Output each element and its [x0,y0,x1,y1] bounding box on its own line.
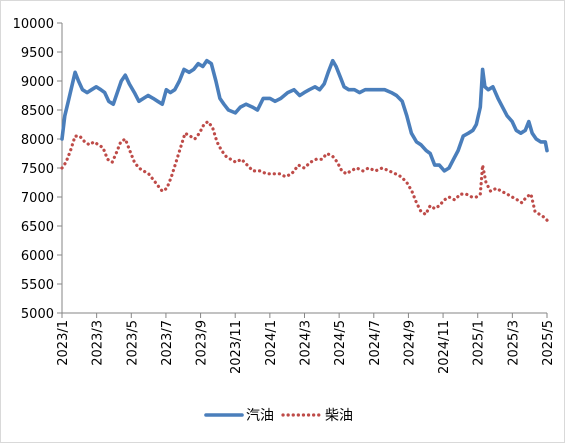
y-tick-label: 5000 [21,307,54,322]
y-tick-label: 7000 [21,191,54,206]
series-line [60,120,549,222]
x-tick-label: 2023/7 [160,320,175,366]
y-tick-label: 6500 [21,220,54,235]
series-gasoline [60,58,549,173]
y-tick-label: 8500 [21,104,54,119]
x-tick-label: 2023/9 [195,320,210,366]
y-tick-label: 5500 [21,278,54,293]
legend-label-diesel: 柴油 [325,408,353,424]
y-tick-label: 9500 [21,46,54,61]
y-tick-label: 9000 [21,75,54,90]
x-tick-label: 2024/9 [402,320,417,366]
series-layer [60,58,549,222]
y-tick-label: 6000 [21,249,54,264]
x-tick-label: 2025/5 [541,320,556,366]
y-tick-label: 7500 [21,162,54,177]
x-tick-label: 2024/1 [264,320,279,366]
x-tick-label: 2023/5 [125,320,140,366]
x-tick-label: 2025/3 [506,320,521,366]
x-axis-ticks: 2023/1 2023/3 2023/5 2023/7 2023/9 2023/11 202… [56,313,556,374]
x-tick-label: 2024/3 [299,320,314,366]
x-tick-label: 2024/5 [333,320,348,366]
y-tick-label: 10000 [13,17,54,32]
legend-label-gasoline: 汽油 [246,408,274,424]
legend: 汽油 柴油 [204,408,353,424]
y-axis-ticks: 5000 5500 6000 6500 7000 7500 8000 8500 9000 9500… [13,17,62,322]
series-diesel [60,120,549,222]
x-tick-label: 2023/11 [229,320,244,374]
x-tick-label: 2024/11 [437,320,452,374]
x-tick-label: 2024/7 [368,320,383,366]
x-tick-label: 2023/3 [91,320,106,366]
x-tick-label: 2025/1 [472,320,487,366]
y-tick-label: 8000 [21,133,54,148]
x-tick-label: 2023/1 [56,320,71,366]
series-line [60,58,549,173]
